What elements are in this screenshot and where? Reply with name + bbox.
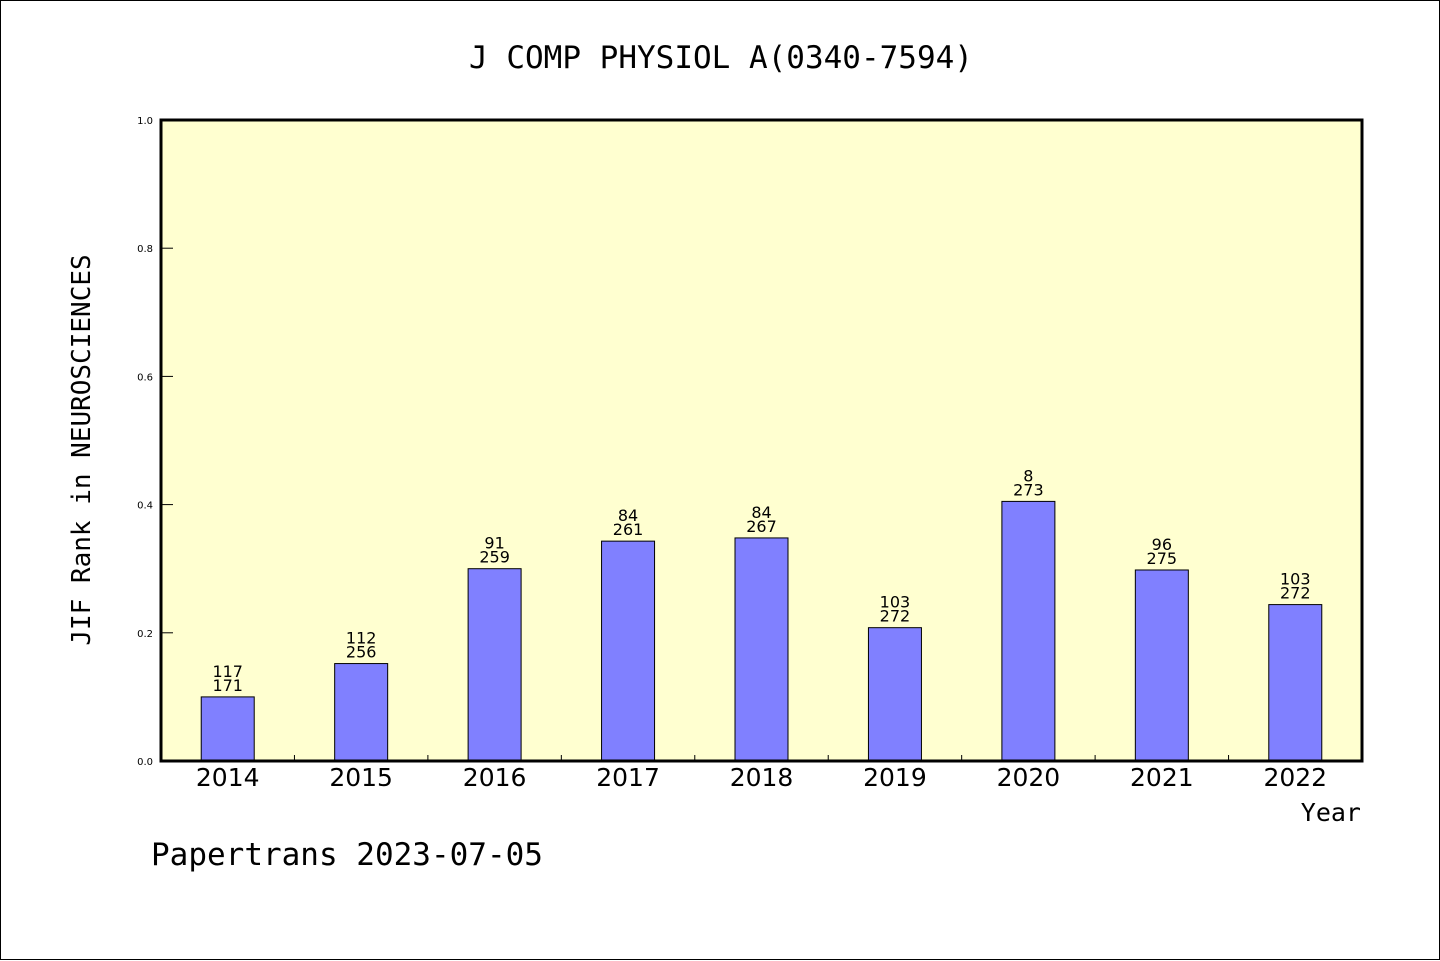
bar-rank-label-2015: 112 bbox=[346, 629, 377, 648]
x-tick-label-2018: 2018 bbox=[730, 763, 794, 792]
bar-total-label-2019: 272 bbox=[880, 607, 911, 626]
y-tick-label-3: 0.6 bbox=[137, 372, 153, 383]
x-tick-label-2022: 2022 bbox=[1263, 763, 1327, 792]
bar-2017 bbox=[601, 540, 656, 762]
bars-layer bbox=[200, 500, 1323, 762]
y-tick-label-0: 0.0 bbox=[137, 757, 153, 768]
bar-rank-label-2021: 96 bbox=[1152, 535, 1172, 554]
y-tick-label-2: 0.4 bbox=[137, 501, 153, 512]
y-tick-label-5: 1.0 bbox=[137, 116, 153, 127]
y-tick-label-1: 0.2 bbox=[137, 629, 153, 640]
bar-2021 bbox=[1134, 569, 1189, 762]
bar-rank-label-2018: 84 bbox=[751, 503, 771, 522]
bar-labels-layer: 1171711122569125984261842671032728273962… bbox=[212, 466, 1310, 695]
bar-rank-label-2022: 103 bbox=[1280, 570, 1311, 589]
bar-total-label-2018: 267 bbox=[746, 517, 777, 536]
bar-2019 bbox=[867, 627, 922, 762]
bar-rank-label-2017: 84 bbox=[618, 506, 638, 525]
bar-total-label-2014: 171 bbox=[212, 676, 243, 695]
y-axis-ticks: 0.0 0.2 0.4 0.6 0.8 1.0 bbox=[137, 116, 173, 768]
chart-title: J COMP PHYSIOL A(0340-7594) bbox=[469, 40, 973, 76]
bar-rank-label-2016: 91 bbox=[484, 534, 504, 553]
x-tick-label-2015: 2015 bbox=[329, 763, 393, 792]
bar-2020 bbox=[1001, 500, 1056, 762]
bar-total-label-2020: 273 bbox=[1013, 480, 1044, 499]
bar-2018 bbox=[734, 537, 789, 762]
bar-total-label-2021: 275 bbox=[1147, 549, 1178, 568]
bar-rank-label-2019: 103 bbox=[880, 593, 911, 612]
x-tick-label-2021: 2021 bbox=[1130, 763, 1194, 792]
x-axis-ticks: 2014 2015 2016 2017 2018 2019 2020 2021 2022 bbox=[196, 755, 1327, 792]
x-tick-label-2017: 2017 bbox=[596, 763, 660, 792]
bar-2016 bbox=[467, 568, 522, 762]
bar-total-label-2022: 272 bbox=[1280, 584, 1311, 603]
x-tick-label-2020: 2020 bbox=[997, 763, 1061, 792]
bar-2014 bbox=[200, 696, 255, 762]
x-tick-label-2014: 2014 bbox=[196, 763, 260, 792]
x-tick-label-2016: 2016 bbox=[463, 763, 527, 792]
x-tick-label-2019: 2019 bbox=[863, 763, 927, 792]
bar-total-label-2016: 259 bbox=[479, 548, 510, 567]
bar-total-label-2015: 256 bbox=[346, 643, 377, 662]
bar-rank-label-2020: 8 bbox=[1023, 466, 1033, 485]
y-tick-label-4: 0.8 bbox=[137, 244, 153, 255]
bar-total-label-2017: 261 bbox=[613, 520, 644, 539]
bar-2022 bbox=[1268, 604, 1323, 762]
bar-rank-label-2014: 117 bbox=[212, 662, 243, 681]
plot-border bbox=[159, 118, 1364, 763]
x-axis-label: Year bbox=[1301, 798, 1361, 827]
bar-2015 bbox=[334, 663, 389, 762]
y-axis-label: JIF Rank in NEUROSCIENCES bbox=[67, 254, 97, 645]
footer-credit: Papertrans 2023-07-05 bbox=[151, 837, 543, 873]
